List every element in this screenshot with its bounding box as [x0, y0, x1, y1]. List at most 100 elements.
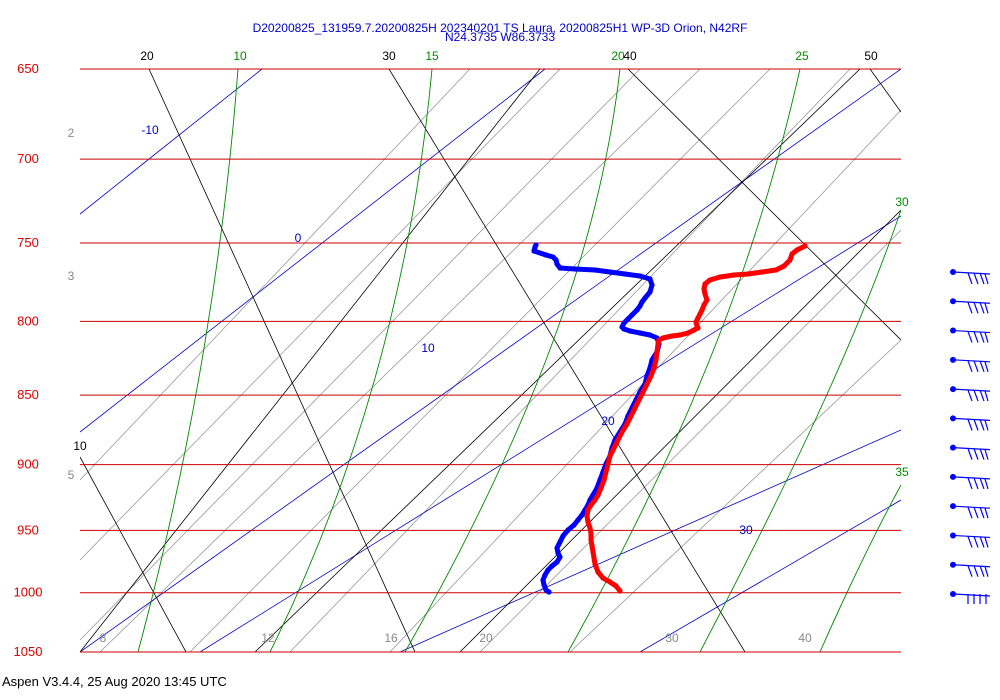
dewpoint-profile-point [554, 545, 560, 551]
moist-adiabat-line [80, 69, 561, 561]
temperature-profile-point [802, 243, 808, 249]
dewpoint-profile-point [647, 289, 653, 295]
pressure-label: 800 [17, 313, 39, 328]
pressure-label: 900 [17, 457, 39, 472]
dewpoint-profile-point [532, 244, 538, 250]
dewpoint-profile-point [642, 295, 648, 301]
wind-barb [950, 269, 991, 285]
temperature-profile-point [781, 263, 787, 269]
temperature-profile-point [589, 543, 595, 549]
dewpoint-profile-point [554, 261, 560, 267]
dewpoint-profile-point [565, 527, 571, 533]
wind-barb-feather [967, 331, 973, 343]
temperature-profile-point [615, 437, 621, 443]
temperature-profile-point [592, 497, 598, 503]
mixing-ratio-line [699, 209, 901, 652]
pressure-label: 1000 [14, 585, 43, 600]
temperature-profile-point [588, 531, 594, 537]
temperature-profile-point [605, 461, 611, 467]
temperature-profile-line [584, 243, 808, 594]
temperature-profile-point [617, 588, 623, 594]
wind-barb-shaft [952, 388, 991, 392]
temperature-profile-point [745, 271, 751, 277]
dewpoint-profile-point [647, 332, 653, 338]
dewpoint-profile-point [637, 273, 643, 279]
temperature-profile-point [773, 267, 779, 273]
temperature-profile-point [603, 469, 609, 475]
isotherm-label: -10 [141, 123, 159, 137]
temperature-profile-point [588, 502, 594, 508]
dry-adiabat-line [459, 209, 901, 652]
isotherm-label: 0 [295, 231, 302, 245]
wind-barb-feather [979, 389, 985, 402]
wind-barb [950, 298, 991, 314]
isotherm-line [639, 499, 901, 652]
dewpoint-profile-point [542, 572, 548, 578]
wind-barb [950, 532, 991, 548]
dewpoint-profile-point [607, 269, 613, 275]
wind-barb-shaft [952, 300, 991, 304]
wind-barb-feather [984, 361, 989, 372]
dewpoint-profile-point [545, 567, 551, 573]
temperature-profile-point [598, 485, 604, 491]
dry-adiabat-line [869, 69, 901, 113]
wind-barb-feather [979, 448, 985, 460]
temperature-profile-point [624, 421, 630, 427]
wind-barb-shaft [952, 534, 991, 539]
dewpoint-profile-point [560, 533, 566, 539]
temperature-profile-point [701, 302, 707, 308]
chart-title: D20200825_131959.7.20200825H 202340201 T… [252, 21, 748, 35]
moist-adiabat-line [479, 229, 901, 652]
wind-barb-feather [967, 389, 973, 402]
temperature-profile-point [695, 325, 701, 331]
temperature-profile-point [619, 429, 625, 435]
dry-adiabat-line [254, 69, 861, 652]
temperature-profile-point [588, 537, 594, 543]
bottom-axis-label: 20 [479, 631, 493, 645]
temperature-profile-point [607, 453, 613, 459]
wind-barb-shaft [952, 564, 991, 568]
temperature-profile-point [691, 327, 697, 333]
top-axis-label: 25 [795, 49, 809, 63]
wind-barb-feather [979, 360, 985, 373]
dewpoint-profile-point [627, 328, 633, 334]
dewpoint-profile-point [649, 282, 655, 288]
wind-barb-feather [984, 332, 989, 343]
wind-barb-feather [967, 302, 973, 314]
wind-barb-feather [979, 477, 985, 490]
wind-barb-feather [979, 302, 985, 314]
wind-barb-feather [979, 506, 985, 519]
isotherm-line [199, 215, 901, 652]
dewpoint-profile-point [557, 539, 563, 545]
mixing-ratio-line [567, 69, 801, 652]
wind-barb-feather [984, 303, 989, 314]
temperature-profile-point [644, 381, 650, 387]
wind-barb-shaft [952, 359, 991, 363]
footer-text: Aspen V3.4.4, 25 Aug 2020 13:45 UTC [2, 674, 227, 689]
top-axis-label: 40 [623, 49, 637, 63]
dewpoint-profile-point [579, 512, 585, 518]
dewpoint-profile-line [531, 242, 662, 595]
temperature-profile-point [731, 272, 737, 278]
temperature-profile-point [701, 286, 707, 292]
wind-barb-feather [973, 536, 979, 548]
wind-barb-shaft [952, 417, 991, 421]
wind-barb-feather [979, 419, 985, 431]
right-axis-label: 30 [895, 195, 909, 209]
isotherm-line [80, 69, 901, 652]
dewpoint-profile-point [571, 522, 577, 528]
left-axis-label: 10 [73, 439, 87, 453]
dewpoint-profile-point [634, 307, 640, 313]
bottom-axis-label: 12 [261, 631, 275, 645]
bottom-axis-label: 40 [798, 631, 812, 645]
wind-barb-feather [984, 537, 989, 548]
wind-barb [950, 444, 991, 460]
temperature-profile-point [587, 525, 593, 531]
wind-barb [950, 415, 991, 431]
dewpoint-profile-point [592, 267, 598, 273]
wind-barb-shaft [952, 271, 991, 275]
temperature-profile-point [648, 373, 654, 379]
top-axis-label: 20 [140, 49, 154, 63]
temperature-profile-point [707, 277, 713, 283]
temperature-profile-point [704, 297, 710, 303]
